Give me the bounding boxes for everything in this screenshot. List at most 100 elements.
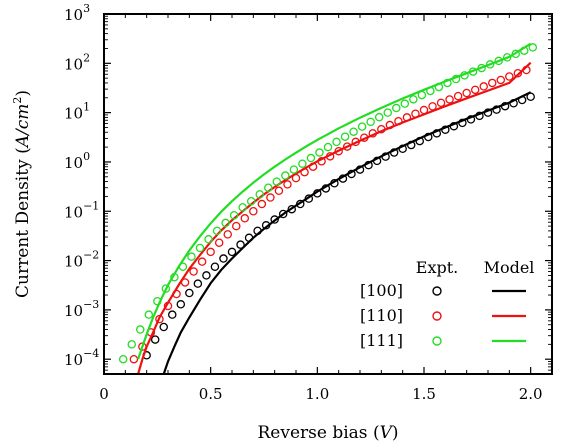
y-tick-label: 101 xyxy=(64,101,90,123)
expt-point xyxy=(150,335,160,344)
expt-point xyxy=(368,129,378,138)
expt-point xyxy=(170,272,179,282)
expt-point xyxy=(283,180,292,189)
expt-point xyxy=(417,90,427,100)
legend-label: [111] xyxy=(360,331,403,350)
legend-marker xyxy=(432,336,442,346)
expt-point xyxy=(372,156,382,166)
expt-point xyxy=(406,140,416,150)
y-tick-label: 103 xyxy=(64,2,90,24)
expt-point xyxy=(364,160,373,170)
expt-point xyxy=(470,85,480,95)
expt-point xyxy=(381,152,390,161)
x-tick-label: 1.5 xyxy=(412,385,436,403)
legend: Expt. Model [100] [110] [111] xyxy=(360,258,534,350)
expt-point xyxy=(272,177,282,186)
expt-point xyxy=(492,105,501,114)
expt-point xyxy=(187,252,196,261)
expt-point xyxy=(389,148,399,157)
expt-point xyxy=(496,75,506,85)
expt-point xyxy=(180,278,190,287)
x-axis-unit: V xyxy=(380,423,394,443)
expt-point xyxy=(161,284,171,293)
expt-point xyxy=(526,92,535,101)
expt-point xyxy=(445,95,454,104)
expt-point xyxy=(210,262,220,271)
expt-point xyxy=(449,121,459,131)
expt-point xyxy=(355,165,365,174)
legend-header-model: Model xyxy=(484,258,535,277)
expt-point xyxy=(163,301,173,311)
expt-point xyxy=(483,108,493,117)
expt-point xyxy=(219,254,228,263)
expt-point xyxy=(155,314,164,324)
expt-point xyxy=(509,98,518,108)
expt-point xyxy=(281,171,290,180)
expt-point xyxy=(402,113,412,122)
expt-point xyxy=(505,72,514,81)
expt-point xyxy=(206,247,215,257)
expt-point xyxy=(522,65,531,75)
expt-point xyxy=(334,146,343,156)
expt-point xyxy=(494,56,503,66)
legend-marker xyxy=(432,311,442,321)
expt-point xyxy=(197,257,207,266)
expt-point xyxy=(453,91,463,101)
expt-point xyxy=(204,235,213,244)
expt-point xyxy=(255,190,264,199)
expt-point xyxy=(185,288,194,298)
expt-point xyxy=(266,193,275,202)
legend-marker xyxy=(432,286,442,296)
expt-point xyxy=(458,118,467,128)
expt-point xyxy=(528,43,538,52)
expt-point xyxy=(232,221,241,231)
expt-point xyxy=(332,137,341,147)
legend-header-expt: Expt. xyxy=(416,258,458,277)
expt-point xyxy=(342,142,352,151)
expt-point xyxy=(366,117,375,127)
y-tick-label: 10−1 xyxy=(64,199,99,221)
expt-point xyxy=(347,169,356,179)
expt-point xyxy=(236,240,245,249)
x-axis-label: Reverse bias (V) xyxy=(258,423,399,443)
expt-point xyxy=(419,105,429,115)
expt-point xyxy=(153,296,162,306)
expt-point xyxy=(214,238,224,247)
expt-point xyxy=(415,136,424,146)
legend-label: [110] xyxy=(360,306,403,325)
expt-point xyxy=(428,102,437,111)
expt-point xyxy=(468,67,478,76)
expt-point xyxy=(193,279,203,288)
expt-point xyxy=(129,354,139,364)
expt-point xyxy=(257,199,267,209)
expt-point xyxy=(315,148,324,157)
expt-point xyxy=(136,325,145,334)
expt-point xyxy=(338,174,348,183)
expt-point xyxy=(377,125,386,134)
expt-point xyxy=(434,82,444,92)
expt-point xyxy=(227,247,237,257)
expt-point xyxy=(168,310,177,319)
expt-point xyxy=(298,159,307,168)
y-axis-unit-power: 2 xyxy=(11,97,24,104)
expt-point xyxy=(475,111,484,121)
expt-point xyxy=(304,194,314,203)
expt-point xyxy=(451,74,461,84)
expt-point xyxy=(383,108,392,117)
expt-point xyxy=(426,86,435,96)
x-tick-label: 0 xyxy=(99,385,109,403)
expt-point xyxy=(296,199,305,209)
y-tick-label: 100 xyxy=(64,150,90,172)
expt-point xyxy=(138,342,147,351)
expt-point xyxy=(317,157,326,166)
expt-point xyxy=(511,49,520,59)
y-tick-label: 10−3 xyxy=(64,298,99,320)
expt-point xyxy=(300,167,309,177)
legend-label: [100] xyxy=(360,281,403,300)
expt-point xyxy=(394,116,403,126)
expt-point xyxy=(398,144,407,154)
expt-point xyxy=(313,189,322,198)
expt-point xyxy=(477,63,486,73)
expt-point xyxy=(360,133,369,142)
